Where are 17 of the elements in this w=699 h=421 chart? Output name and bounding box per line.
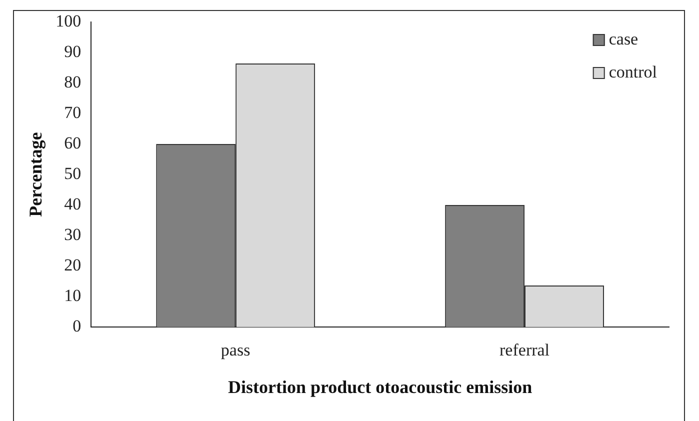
- y-axis-title: Percentage: [25, 132, 46, 217]
- y-tick-label: 30: [64, 224, 82, 244]
- y-tick-label: 60: [64, 133, 82, 152]
- x-tick-label: referral: [500, 340, 550, 360]
- x-tick-label: pass: [220, 340, 250, 360]
- x-axis-title: Distortion product otoacoustic emission: [228, 376, 532, 397]
- y-tick-label: 90: [64, 42, 82, 61]
- y-tick-label: 50: [64, 164, 82, 183]
- y-tick-label: 40: [64, 194, 82, 214]
- y-tick-label: 70: [64, 102, 82, 122]
- y-tick-label: 10: [64, 286, 82, 305]
- y-tick-label: 80: [64, 72, 82, 92]
- y-tick-label: 100: [56, 11, 82, 30]
- y-tick-label: 20: [64, 255, 82, 274]
- legend-label: control: [608, 62, 658, 82]
- legend-label: case: [608, 29, 638, 48]
- y-tick-label: 0: [72, 316, 82, 336]
